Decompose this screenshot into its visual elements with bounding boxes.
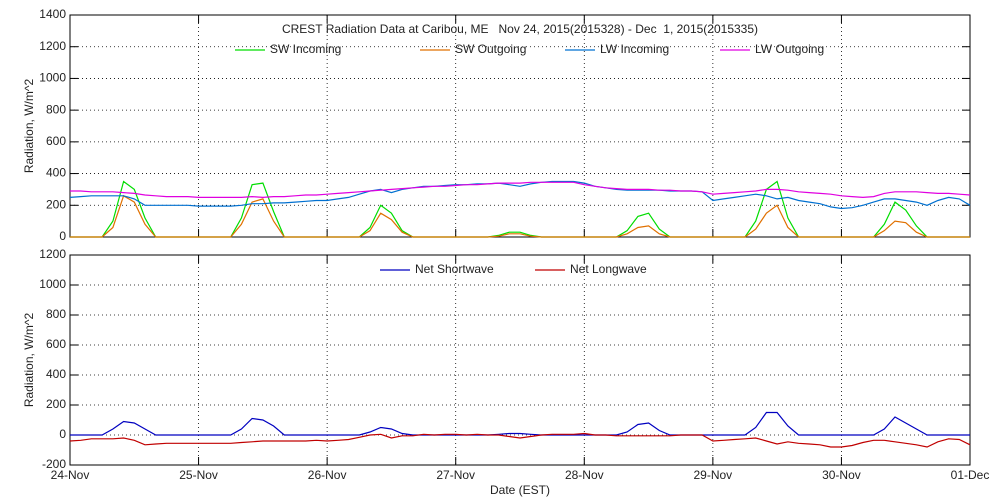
chart-title: CREST Radiation Data at Caribou, ME Nov … bbox=[282, 22, 758, 36]
y-tick-label: 200 bbox=[46, 197, 66, 211]
legend-label: Net Longwave bbox=[570, 262, 647, 276]
x-tick-label: 25-Nov bbox=[179, 468, 218, 482]
x-tick-label: 27-Nov bbox=[436, 468, 475, 482]
legend-label: SW Outgoing bbox=[455, 42, 526, 56]
y-tick-label: 1400 bbox=[39, 7, 66, 21]
y-tick-label: 600 bbox=[46, 134, 66, 148]
y-tick-label: 200 bbox=[46, 397, 66, 411]
y-axis-label: Radiation, W/m^2 bbox=[22, 313, 36, 408]
y-tick-label: 600 bbox=[46, 337, 66, 351]
series-line bbox=[70, 180, 970, 238]
y-tick-label: 1000 bbox=[39, 277, 66, 291]
series-line bbox=[69, 432, 971, 448]
legend-label: LW Incoming bbox=[600, 42, 669, 56]
y-tick-label: 400 bbox=[46, 367, 66, 381]
x-axis-label: Date (EST) bbox=[490, 483, 550, 497]
y-tick-label: 1000 bbox=[39, 71, 66, 85]
y-tick-label: 400 bbox=[46, 166, 66, 180]
legend-label: LW Outgoing bbox=[755, 42, 824, 56]
x-tick-label: 01-Dec bbox=[951, 468, 990, 482]
y-tick-label: 0 bbox=[59, 427, 66, 441]
x-tick-label: 26-Nov bbox=[308, 468, 347, 482]
y-tick-label: 800 bbox=[46, 102, 66, 116]
y-tick-label: 800 bbox=[46, 307, 66, 321]
series-line bbox=[70, 411, 970, 436]
x-tick-label: 28-Nov bbox=[565, 468, 604, 482]
y-tick-label: 1200 bbox=[39, 39, 66, 53]
x-tick-label: 29-Nov bbox=[694, 468, 733, 482]
y-tick-label: 0 bbox=[59, 229, 66, 243]
plot-frame bbox=[69, 14, 971, 238]
legend-label: Net Shortwave bbox=[415, 262, 494, 276]
x-tick-label: 30-Nov bbox=[822, 468, 861, 482]
x-tick-label: 24-Nov bbox=[51, 468, 90, 482]
series-line bbox=[70, 194, 970, 238]
series-line bbox=[69, 180, 971, 210]
y-axis-label: Radiation, W/m^2 bbox=[22, 79, 36, 174]
legend-label: SW Incoming bbox=[270, 42, 341, 56]
y-tick-label: 1200 bbox=[39, 247, 66, 261]
series-line bbox=[70, 181, 971, 199]
y-tick-label: -200 bbox=[42, 457, 66, 471]
